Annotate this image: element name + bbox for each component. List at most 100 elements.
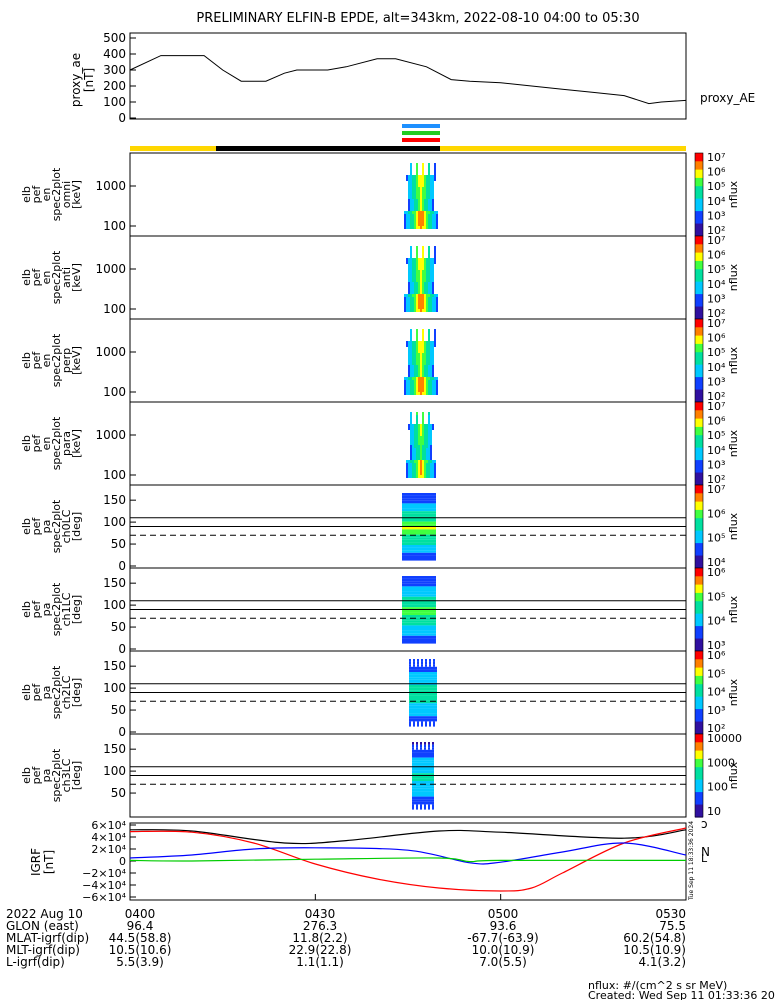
pitch-angle-cell: [412, 586, 414, 589]
pitch-angle-cell: [414, 773, 416, 776]
pitch-angle-cell: [415, 703, 417, 706]
pitch-angle-cell: [428, 506, 430, 509]
pitch-angle-cell: [424, 791, 426, 794]
pitch-angle-cell: [410, 537, 412, 540]
pitch-angle-cell: [416, 625, 418, 628]
spectrogram-cell: [412, 466, 414, 469]
spectrogram-cell: [410, 359, 412, 362]
spectrogram-cell: [428, 190, 430, 193]
pitch-angle-cell: [432, 760, 434, 763]
pitch-angle-cell: [427, 705, 429, 709]
pitch-angle-cell: [434, 529, 436, 532]
colorbar-tick-label: 10⁴: [707, 361, 726, 374]
colorbar-tick-label: 10⁶: [707, 332, 726, 345]
spectrogram-cell: [422, 226, 424, 229]
colorbar-cell: [695, 763, 703, 766]
spectrogram-cell: [408, 383, 410, 386]
pitch-angle-cell: [412, 742, 414, 745]
pitch-angle-cell: [416, 495, 418, 499]
pitch-angle-cell: [416, 545, 418, 548]
pitch-angle-cell: [408, 506, 410, 509]
colorbar-cell: [695, 184, 703, 187]
colorbar-cell: [695, 254, 703, 258]
spectrogram-cell: [414, 475, 416, 478]
colorbar-cell: [695, 455, 703, 459]
spectrogram-cell: [426, 463, 428, 466]
spectrogram-cell: [410, 383, 412, 386]
pitch-angle-cell: [426, 783, 428, 787]
pitch-angle-cell: [433, 674, 435, 678]
spectrogram-cell: [424, 193, 426, 196]
pitch-angle-cell: [412, 783, 414, 787]
pitch-angle-cell: [413, 711, 415, 714]
spectrogram-cell: [424, 300, 426, 303]
pitch-angle-cell: [418, 630, 420, 634]
pitch-angle-cell: [434, 550, 436, 553]
spectrogram-cell: [424, 347, 426, 350]
spectrogram-cell: [416, 193, 418, 196]
pitch-angle-cell: [416, 760, 418, 763]
pitch-angle-cell: [432, 801, 434, 805]
colorbar-cell: [695, 408, 703, 411]
spectrogram-cell: [422, 356, 424, 359]
colorbar-tick-label: 10⁴: [707, 615, 726, 628]
pitch-angle-cell: [422, 773, 424, 776]
pitch-angle-cell: [406, 550, 408, 553]
pitch-angle-cell: [424, 591, 426, 595]
spectrogram-cell: [412, 184, 414, 187]
spectrogram-cell: [416, 380, 418, 383]
spectrogram-cell: [428, 442, 430, 445]
spectrogram-cell: [418, 445, 420, 448]
colorbar-cell: [695, 209, 703, 212]
spectrogram-cell: [426, 445, 428, 448]
spectrogram-cell: [420, 211, 422, 214]
pitch-angle-cell: [422, 622, 424, 626]
spectrogram-cell: [432, 220, 434, 223]
pitch-angle-cell: [428, 744, 430, 748]
spectrogram-cell: [412, 190, 414, 193]
pitch-angle-cell: [434, 617, 436, 621]
pitch-angle-cell: [430, 589, 432, 592]
spectrogram-cell: [416, 252, 418, 255]
spectrogram-cell: [416, 181, 418, 184]
spectrogram-cell: [422, 205, 424, 208]
spectrogram-cell: [432, 297, 434, 300]
spectrogram-cell: [410, 193, 412, 196]
spectrogram-cell: [424, 445, 426, 448]
pitch-angle-cell: [420, 558, 422, 561]
spectrogram-cell: [426, 454, 428, 457]
spectrogram-cell: [426, 193, 428, 196]
colorbar-cell: [695, 225, 703, 229]
spectrogram-cell: [412, 448, 414, 451]
pitch-angle-cell: [406, 615, 408, 618]
pitch-angle-cell: [408, 602, 410, 605]
pitch-angle-cell: [417, 695, 419, 698]
spectrogram-cell: [408, 285, 410, 288]
pitch-angle-cell: [429, 703, 431, 706]
spectrogram-cell: [414, 175, 416, 178]
spectrogram-cell: [436, 211, 438, 214]
spectrogram-cell: [416, 371, 418, 374]
pitch-angle-cell: [408, 534, 410, 538]
spectrogram-cell: [428, 347, 430, 350]
colorbar-unit: nflux: [727, 346, 740, 374]
spectrogram-cell: [422, 190, 424, 193]
spectrogram-cell: [420, 377, 422, 380]
pitch-angle-cell: [428, 622, 430, 626]
panel-ylabel: [deg]: [70, 761, 83, 790]
spectrogram-cell: [408, 294, 410, 297]
footer-value: 10.5(10.6): [109, 943, 172, 957]
pitch-angle-cell: [406, 495, 408, 499]
pitch-angle-cell: [412, 495, 414, 499]
spectrogram-cell: [434, 223, 436, 226]
pitch-angle-cell: [422, 791, 424, 794]
spectrogram-cell: [428, 273, 430, 276]
panel-ylabel: anti: [60, 267, 73, 288]
spectrogram-cell: [410, 424, 412, 427]
spectrogram-cell: [412, 199, 414, 202]
colorbar-cell: [695, 273, 703, 277]
pitch-angle-cell: [435, 677, 437, 680]
colorbar-cell: [695, 574, 703, 577]
spectrogram-cell: [416, 365, 418, 368]
pitch-angle-cell: [416, 628, 418, 631]
